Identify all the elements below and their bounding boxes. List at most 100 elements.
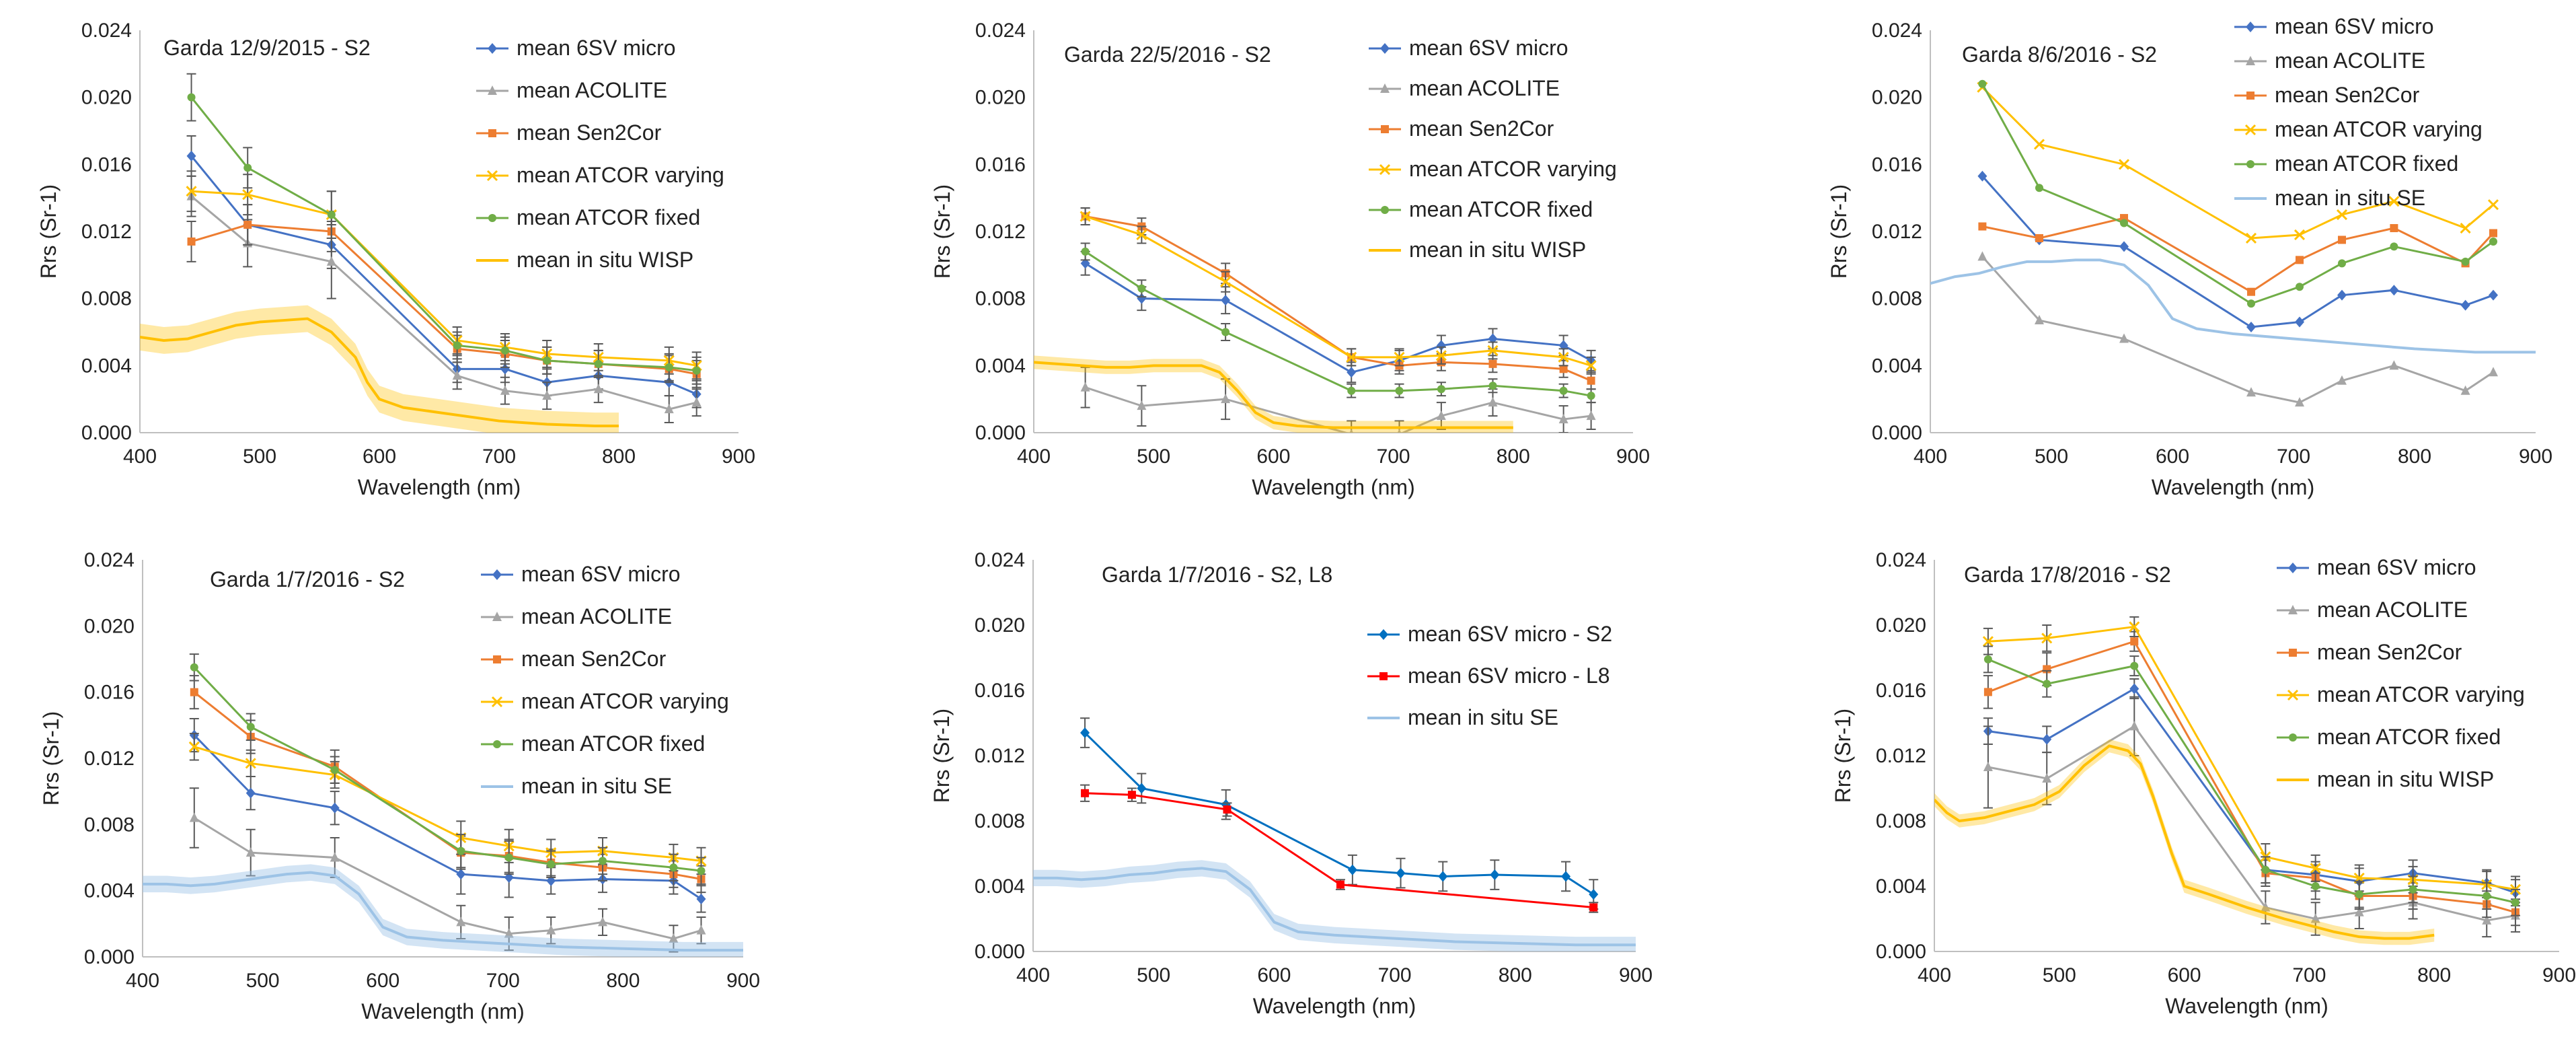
uncertainty-band: [140, 305, 619, 433]
legend-item: mean ATCOR fixed: [476, 205, 700, 229]
data-point: [1347, 386, 1356, 395]
data-point: [504, 853, 513, 862]
data-point: [452, 370, 462, 380]
legend-label: mean in situ SE: [1408, 705, 1558, 729]
data-point: [1490, 869, 1500, 881]
y-tick-label: 0.004: [975, 875, 1025, 898]
x-axis-title: Wavelength (nm): [1252, 475, 1414, 499]
legend-item: mean ATCOR fixed: [1369, 197, 1593, 221]
x-tick-label: 700: [482, 445, 516, 468]
series-4: [1977, 81, 2499, 244]
data-point: [2460, 385, 2470, 395]
uncertainty-band: [1033, 860, 1636, 951]
y-tick-label: 0.012: [1876, 745, 1926, 767]
data-point: [2130, 637, 2139, 646]
error-bar: [1394, 420, 1404, 433]
legend-label: mean Sen2Cor: [2275, 83, 2420, 107]
data-point: [2119, 333, 2129, 343]
data-point: [2129, 721, 2139, 731]
legend-marker: [1380, 83, 1390, 93]
data-point: [2247, 287, 2255, 296]
data-point: [1561, 871, 1571, 882]
series-line: [1085, 386, 1591, 433]
data-point: [599, 857, 607, 865]
chart-panel-4: 0.000 0.004 0.008 0.012 0.016 0.020 0.024 400 50…: [39, 549, 760, 1023]
data-point: [2033, 139, 2045, 150]
legend: mean 6SV micro mean ACOLITE mean Sen2Cor me…: [2277, 555, 2525, 791]
data-point: [327, 211, 336, 219]
y-tick-label: 0.000: [975, 422, 1026, 444]
data-point: [1488, 397, 1498, 407]
legend-item: mean ATCOR varying: [476, 163, 724, 187]
x-tick-label: 500: [2035, 445, 2068, 468]
data-point: [598, 916, 608, 927]
series-line: [1084, 250, 1591, 397]
legend-marker: [1380, 43, 1390, 54]
data-point: [1587, 376, 1595, 385]
data-point: [1982, 636, 1994, 647]
legend-label: mean 6SV micro: [2275, 14, 2434, 38]
data-point: [1437, 385, 1445, 394]
legend-label: mean in situ WISP: [2317, 767, 2494, 791]
y-tick-label: 0.020: [975, 87, 1026, 109]
legend-item: mean ACOLITE: [476, 78, 667, 102]
data-point: [547, 860, 556, 869]
data-point: [1220, 276, 1232, 287]
data-point: [1586, 410, 1596, 421]
series-2: [1977, 251, 2498, 407]
data-point: [1589, 889, 1599, 900]
data-point: [542, 390, 552, 400]
chart-panel-6: 0.000 0.004 0.008 0.012 0.016 0.020 0.024 400 50…: [1831, 549, 2576, 1018]
legend-item: mean Sen2Cor: [1369, 116, 1554, 141]
legend-label: mean ACOLITE: [2317, 598, 2468, 622]
x-axis-title: Wavelength (nm): [358, 475, 521, 499]
legend-marker: [1381, 206, 1389, 214]
data-point: [2354, 906, 2364, 916]
legend-label: mean ATCOR fixed: [2275, 151, 2458, 176]
series-6: [1934, 739, 2435, 945]
data-point: [1436, 340, 1446, 351]
legend-label: mean ATCOR varying: [517, 163, 724, 187]
series-line: [143, 871, 743, 952]
data-point: [190, 663, 198, 672]
legend-marker: [2288, 605, 2298, 614]
plot-area: [143, 653, 743, 957]
y-tick-label: 0.024: [975, 549, 1025, 571]
data-point: [330, 852, 340, 862]
x-tick-label: 800: [1497, 445, 1530, 468]
data-point: [1137, 293, 1147, 304]
y-tick-label: 0.004: [1872, 355, 1922, 377]
data-point: [665, 363, 673, 371]
legend-item: mean ATCOR varying: [1369, 157, 1617, 181]
data-point: [664, 404, 674, 414]
data-point: [2461, 257, 2470, 266]
x-tick-label: 700: [2292, 964, 2326, 986]
data-point: [2041, 633, 2053, 644]
x-tick-label: 800: [602, 445, 636, 468]
data-point: [456, 869, 466, 880]
data-point: [243, 221, 252, 229]
data-point: [1438, 871, 1448, 882]
legend-label: mean Sen2Cor: [521, 647, 667, 671]
y-tick-label: 0.020: [81, 87, 132, 109]
data-point: [669, 933, 679, 943]
x-tick-label: 400: [123, 445, 157, 468]
data-point: [2035, 184, 2043, 192]
chart-panel-5: 0.000 0.004 0.008 0.012 0.016 0.020 0.024 400 50…: [930, 549, 1653, 1018]
data-point: [1137, 400, 1147, 410]
x-tick-label: 500: [1137, 445, 1170, 468]
y-tick-label: 0.008: [975, 288, 1026, 310]
data-point: [2390, 224, 2398, 233]
legend-label: mean ATCOR fixed: [517, 205, 700, 229]
data-point: [2337, 375, 2347, 385]
y-tick-label: 0.024: [1876, 549, 1926, 571]
data-point: [2338, 236, 2346, 244]
y-tick-label: 0.020: [975, 614, 1025, 637]
data-point: [696, 893, 706, 904]
legend-label: mean ACOLITE: [521, 604, 672, 628]
data-point: [2296, 256, 2304, 264]
series-line: [1934, 744, 2435, 940]
data-point: [2295, 316, 2304, 328]
legend-label: mean ACOLITE: [1409, 76, 1560, 100]
data-point: [692, 366, 701, 375]
